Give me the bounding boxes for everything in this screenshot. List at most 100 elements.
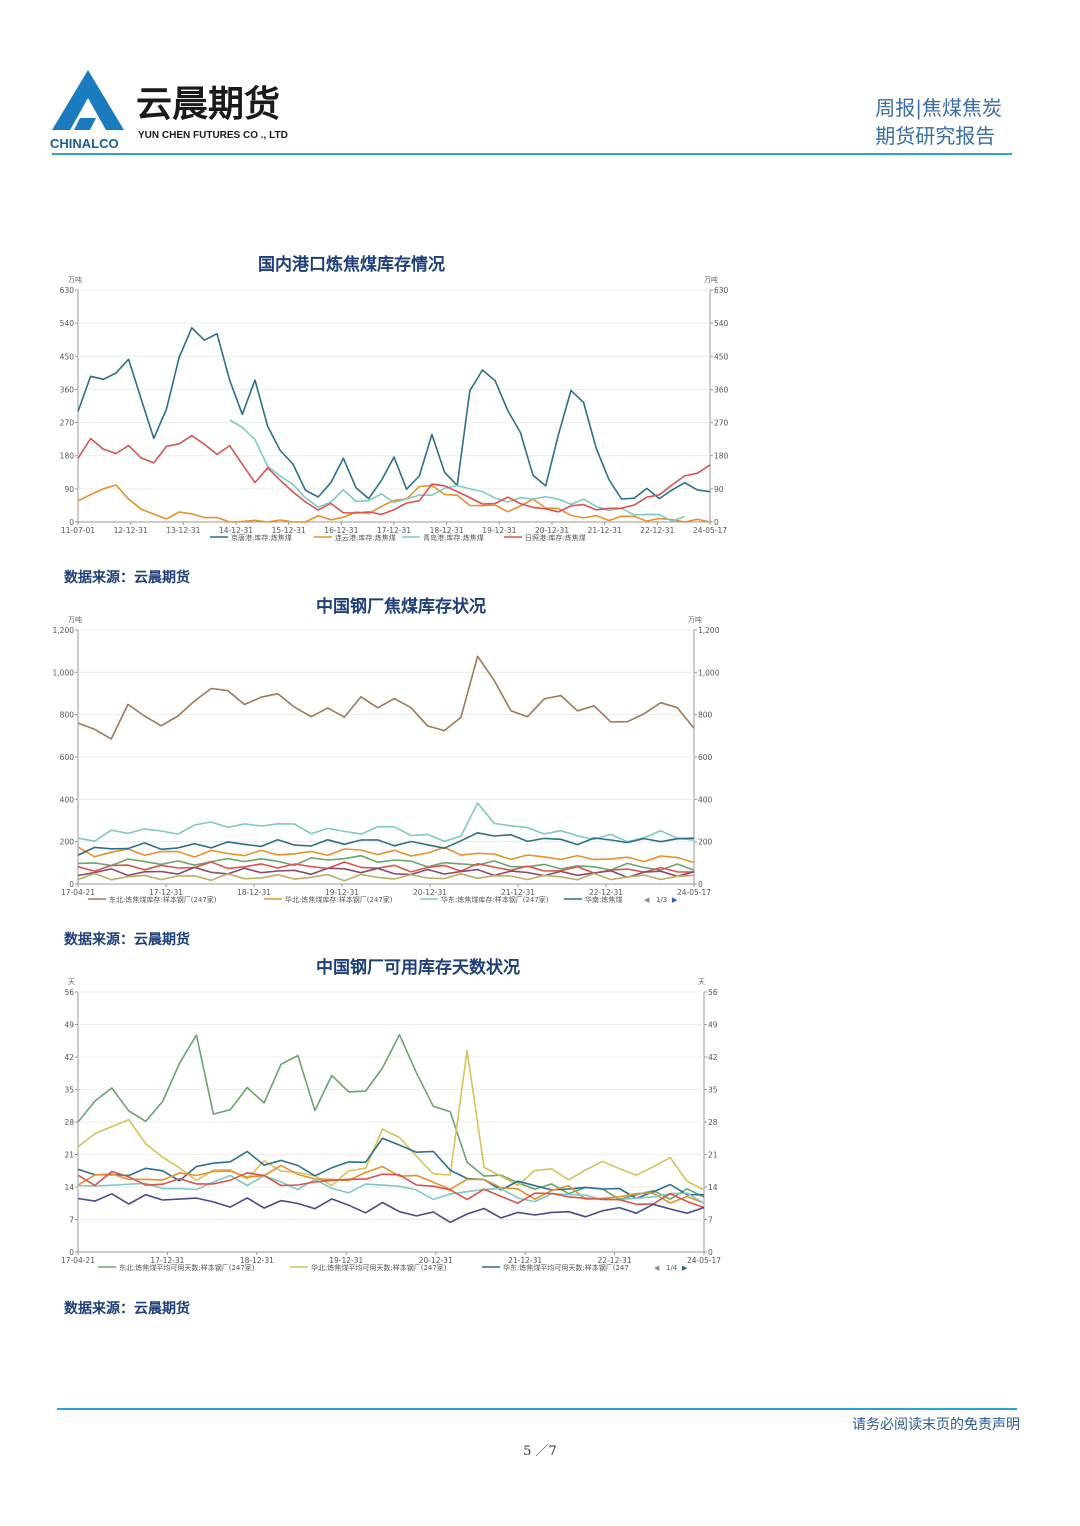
y-tick-label-right: 600 [698, 753, 713, 762]
company-name-cn: 云晨期货 [136, 84, 280, 125]
page-number: 5 ／7 [523, 1444, 557, 1459]
y-tick-label-right: 21 [708, 1151, 718, 1160]
chart-3-source: 数据来源：云晨期货 [64, 1301, 190, 1317]
report-line-2: 期货研究报告 [875, 124, 996, 148]
chinalco-logo-icon: CHINALCO 云晨期货 YUN CHEN FUTURES CO ., LTD [50, 70, 288, 151]
y-tick-label-right: 7 [708, 1216, 713, 1225]
x-tick-label: 24-05-17 [687, 1256, 721, 1265]
y-tick-label-right: 0 [698, 880, 703, 889]
legend-label: 东北:炼焦煤库存:样本钢厂(247家) [109, 895, 217, 904]
x-tick-label: 15-12-31 [272, 526, 306, 535]
y-tick-label-right: 35 [708, 1086, 718, 1095]
report-type: 周报|焦煤焦炭 期货研究报告 [875, 94, 1002, 150]
report-line-1: 周报|焦煤焦炭 [875, 96, 1002, 120]
y-tick-label-right: 400 [698, 795, 713, 804]
logo-sub-text: CHINALCO [50, 136, 119, 151]
y-tick-label-left: 49 [64, 1021, 74, 1030]
chart-2-title: 中国钢厂焦煤库存状况 [316, 597, 486, 617]
y-tick-label-left: 35 [64, 1086, 74, 1095]
legend-label: 华东:炼焦煤库存:样本钢厂(247家) [441, 895, 549, 904]
series-line-2 [77, 802, 695, 843]
x-tick-label: 20-12-31 [413, 888, 447, 897]
x-tick-label: 21-12-31 [501, 888, 535, 897]
series-line-0 [77, 327, 711, 500]
unit-right-label: 万吨 [688, 615, 702, 624]
legend-label: 华南:炼焦煤 [585, 895, 622, 904]
x-tick-label: 14-12-31 [219, 526, 253, 535]
y-tick-label-left: 1,000 [53, 668, 75, 677]
x-tick-label: 17-12-31 [150, 1256, 184, 1265]
y-tick-label-left: 450 [60, 352, 75, 361]
x-tick-label: 13-12-31 [166, 526, 200, 535]
y-tick-label-right: 180 [714, 452, 729, 461]
chart-2-source: 数据来源：云晨期货 [64, 932, 190, 948]
unit-right-label: 万吨 [704, 275, 718, 284]
x-tick-label: 17-04-21 [61, 1256, 95, 1265]
legend-label: 连云港:库存:炼焦煤 [335, 533, 396, 542]
legend-label: 日照港:库存:炼焦煤 [525, 533, 586, 542]
header-divider [52, 153, 1012, 155]
x-tick-label: 19-12-31 [482, 526, 516, 535]
x-tick-label: 17-12-31 [377, 526, 411, 535]
y-tick-label-left: 21 [64, 1151, 74, 1160]
y-tick-label-left: 0 [69, 880, 74, 889]
legend-label: 华北:炼焦煤平均可用天数:样本钢厂(247家) [311, 1263, 447, 1272]
series-line-5 [77, 1170, 705, 1209]
x-tick-label: 20-12-31 [419, 1256, 453, 1265]
y-tick-label-left: 630 [60, 286, 75, 295]
y-tick-label-left: 540 [60, 319, 75, 328]
y-tick-label-left: 270 [60, 419, 75, 428]
y-tick-label-right: 28 [708, 1118, 718, 1127]
x-tick-label: 18-12-31 [237, 888, 271, 897]
x-tick-label: 21-12-31 [588, 526, 622, 535]
x-tick-label: 22-12-31 [589, 888, 623, 897]
y-tick-label-right: 360 [714, 385, 729, 394]
x-tick-label: 19-12-31 [325, 888, 359, 897]
y-tick-label-left: 90 [64, 485, 74, 494]
legend-prev-icon: ◀ [654, 1264, 660, 1272]
x-tick-label: 20-12-31 [535, 526, 569, 535]
legend-label: 青岛港:库存:炼焦煤 [423, 533, 484, 542]
y-tick-label-left: 800 [60, 711, 75, 720]
series-line-3 [77, 1164, 705, 1204]
y-tick-label-left: 1,200 [53, 626, 75, 635]
series-line-7 [77, 872, 695, 882]
company-name-en: YUN CHEN FUTURES CO ., LTD [138, 130, 288, 141]
series-line-6 [77, 1193, 705, 1224]
y-tick-label-right: 200 [698, 838, 713, 847]
x-tick-label: 22-12-31 [640, 526, 674, 535]
y-tick-label-left: 56 [64, 988, 74, 997]
x-tick-label: 21-12-31 [508, 1256, 542, 1265]
x-tick-label: 17-04-21 [61, 888, 95, 897]
company-logo: CHINALCO 云晨期货 YUN CHEN FUTURES CO ., LTD [50, 68, 310, 154]
disclaimer-link[interactable]: 请务必阅读末页的免责声明 [852, 1417, 1020, 1433]
y-tick-label-right: 14 [708, 1183, 718, 1192]
y-tick-label-left: 0 [69, 518, 74, 527]
legend-next-icon: ▶ [672, 896, 678, 904]
chart-1-title: 国内港口炼焦煤库存情况 [258, 255, 445, 275]
legend-label: 京唐港:库存:炼焦煤 [231, 533, 292, 542]
x-tick-label: 12-12-31 [114, 526, 148, 535]
chart-3: 天 天 0 0 7 7 14 14 21 21 28 28 35 35 42 42 49 49 56 56 17-04-… [61, 978, 721, 1272]
y-tick-label-right: 450 [714, 352, 729, 361]
y-tick-label-right: 800 [698, 711, 713, 720]
y-tick-label-right: 1,000 [698, 668, 720, 677]
series-line-1 [77, 846, 695, 864]
y-tick-label-left: 7 [69, 1216, 74, 1225]
x-tick-label: 18-12-31 [240, 1256, 274, 1265]
series-line-6 [77, 866, 695, 879]
x-tick-label: 19-12-31 [329, 1256, 363, 1265]
y-tick-label-right: 49 [708, 1021, 718, 1030]
y-tick-label-right: 56 [708, 988, 718, 997]
series-line-1 [77, 1049, 705, 1191]
x-tick-label: 18-12-31 [430, 526, 464, 535]
y-tick-label-left: 14 [64, 1183, 74, 1192]
x-tick-label: 24-05-17 [693, 526, 727, 535]
y-tick-label-right: 0 [714, 518, 719, 527]
chart-2: 万吨 万吨 0 0 200 200 400 400 600 600 800 800 1,000 1,000… [53, 615, 720, 904]
y-tick-label-right: 270 [714, 419, 729, 428]
legend-page: 1/4 [666, 1264, 678, 1272]
chart-1-source: 数据来源：云晨期货 [64, 570, 190, 586]
chart-1: 万吨 万吨 0 0 90 90 180 180 270 270 360 360 450 450 540 540… [60, 275, 729, 542]
y-tick-label-right: 540 [714, 319, 729, 328]
